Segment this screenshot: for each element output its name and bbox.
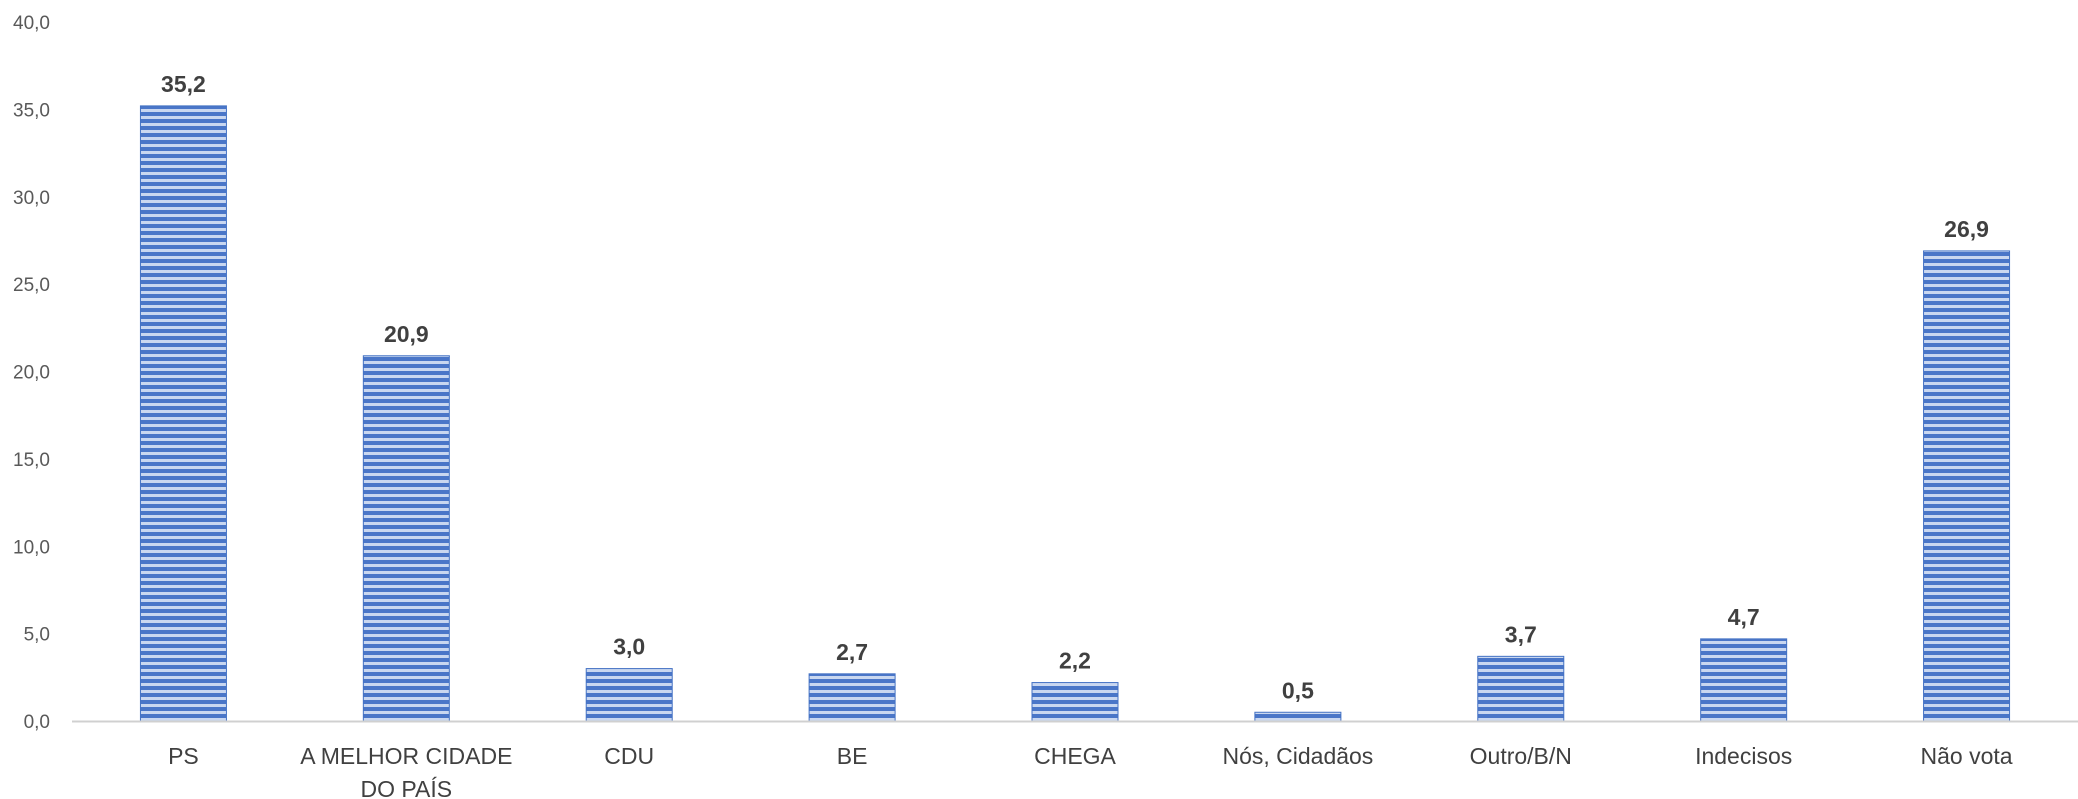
y-tick-label: 0,0 [24,712,50,733]
x-tick-label: Indecisos [1695,743,1792,769]
x-axis: PS A MELHOR CIDADE DO PAÍS CDU BE CHEGA Nós, C… [72,720,2078,799]
bar [585,668,673,722]
data-label: 2,7 [836,639,868,665]
data-label: 3,7 [1505,621,1537,647]
y-tick-label: 10,0 [13,537,50,558]
x-tick-label: A MELHOR CIDADE [300,743,512,769]
y-axis: 0,0 5,0 10,0 15,0 20,0 25,0 30,0 35,0 40,0 [13,13,50,733]
y-tick-label: 25,0 [13,275,50,296]
x-tick-label: Não vota [1921,743,2013,769]
bar [1923,250,2011,722]
x-tick-label: BE [837,743,868,769]
y-tick-label: 40,0 [13,13,50,34]
x-tick-label: CDU [604,743,654,769]
bar [1477,655,1565,722]
y-tick-label: 5,0 [24,625,50,646]
x-tick-label: PS [168,743,199,769]
y-tick-label: 15,0 [13,450,50,471]
bar [1254,711,1342,722]
data-label: 35,2 [161,71,206,97]
data-label: 4,7 [1728,604,1760,630]
data-label: 0,5 [1282,677,1314,703]
data-label: 2,2 [1059,648,1091,674]
x-tick-label: DO PAÍS [361,776,453,799]
bar [1700,638,1788,722]
y-tick-label: 30,0 [13,188,50,209]
x-tick-label: Nós, Cidadãos [1222,743,1373,769]
bar [808,673,896,722]
bar [139,105,227,722]
bars [139,105,2011,722]
y-tick-label: 35,0 [13,100,50,121]
bar [1031,682,1119,722]
bar [362,355,450,722]
data-label: 20,9 [384,321,429,347]
data-label: 26,9 [1944,216,1989,242]
x-tick-label: Outro/B/N [1470,743,1572,769]
x-tick-label: CHEGA [1034,743,1116,769]
data-labels: 35,2 20,9 3,0 2,7 2,2 0,5 3,7 4,7 26,9 [161,71,1989,703]
data-label: 3,0 [613,634,645,660]
y-tick-label: 20,0 [13,363,50,384]
